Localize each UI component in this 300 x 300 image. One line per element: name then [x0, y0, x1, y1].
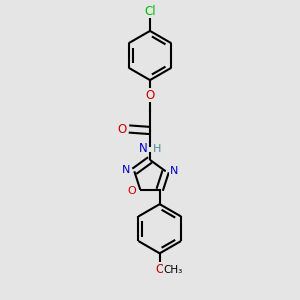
Text: N: N [170, 166, 178, 176]
Text: O: O [155, 263, 164, 276]
Text: O: O [118, 122, 127, 136]
Text: H: H [153, 144, 162, 154]
Text: N: N [139, 142, 148, 155]
Text: CH₃: CH₃ [164, 265, 183, 275]
Text: N: N [122, 165, 130, 175]
Text: Cl: Cl [144, 4, 156, 18]
Text: O: O [128, 186, 136, 196]
Text: O: O [146, 89, 154, 102]
